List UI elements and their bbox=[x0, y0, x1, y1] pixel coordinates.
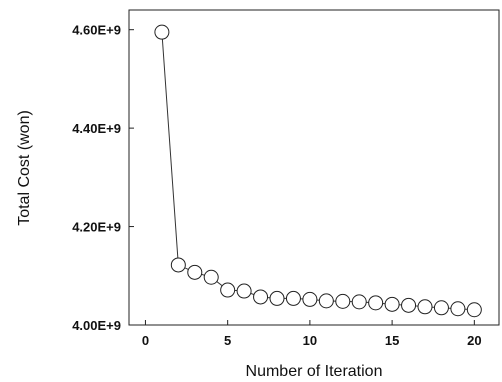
data-point bbox=[450, 301, 466, 317]
data-point bbox=[285, 290, 301, 306]
data-point bbox=[433, 300, 449, 316]
data-point bbox=[384, 296, 400, 312]
data-point bbox=[335, 293, 351, 309]
y-tick-label: 4.60E+9 bbox=[72, 23, 121, 38]
data-point bbox=[417, 299, 433, 315]
x-tick-label: 15 bbox=[385, 333, 399, 348]
series-line bbox=[161, 32, 475, 311]
series-layer bbox=[154, 24, 482, 318]
data-point bbox=[401, 297, 417, 313]
data-point bbox=[236, 283, 252, 299]
x-tick-label: 10 bbox=[303, 333, 317, 348]
x-axis-label: Number of Iteration bbox=[246, 363, 383, 380]
data-point bbox=[203, 269, 219, 285]
x-tick-label: 20 bbox=[467, 333, 481, 348]
y-tick-label: 4.20E+9 bbox=[72, 220, 121, 235]
y-tick-label: 4.40E+9 bbox=[72, 121, 121, 136]
data-point bbox=[154, 24, 170, 40]
x-axis-ticks: 0 5 10 15 20 bbox=[142, 320, 482, 348]
data-point bbox=[466, 302, 482, 318]
data-point bbox=[220, 282, 236, 298]
data-point bbox=[269, 290, 285, 306]
x-tick-label: 5 bbox=[224, 333, 231, 348]
data-point bbox=[170, 257, 186, 273]
data-point bbox=[368, 295, 384, 311]
y-tick-label: 4.00E+9 bbox=[72, 318, 121, 333]
y-axis-label: Total Cost (won) bbox=[16, 110, 33, 226]
data-point bbox=[302, 291, 318, 307]
data-point bbox=[318, 293, 334, 309]
data-point bbox=[253, 289, 269, 305]
plot-frame bbox=[128, 9, 500, 326]
y-axis-ticks: 4.00E+9 4.20E+9 4.40E+9 4.60E+9 bbox=[72, 23, 134, 333]
data-point bbox=[187, 264, 203, 280]
x-tick-label: 0 bbox=[142, 333, 149, 348]
data-point bbox=[351, 294, 367, 310]
